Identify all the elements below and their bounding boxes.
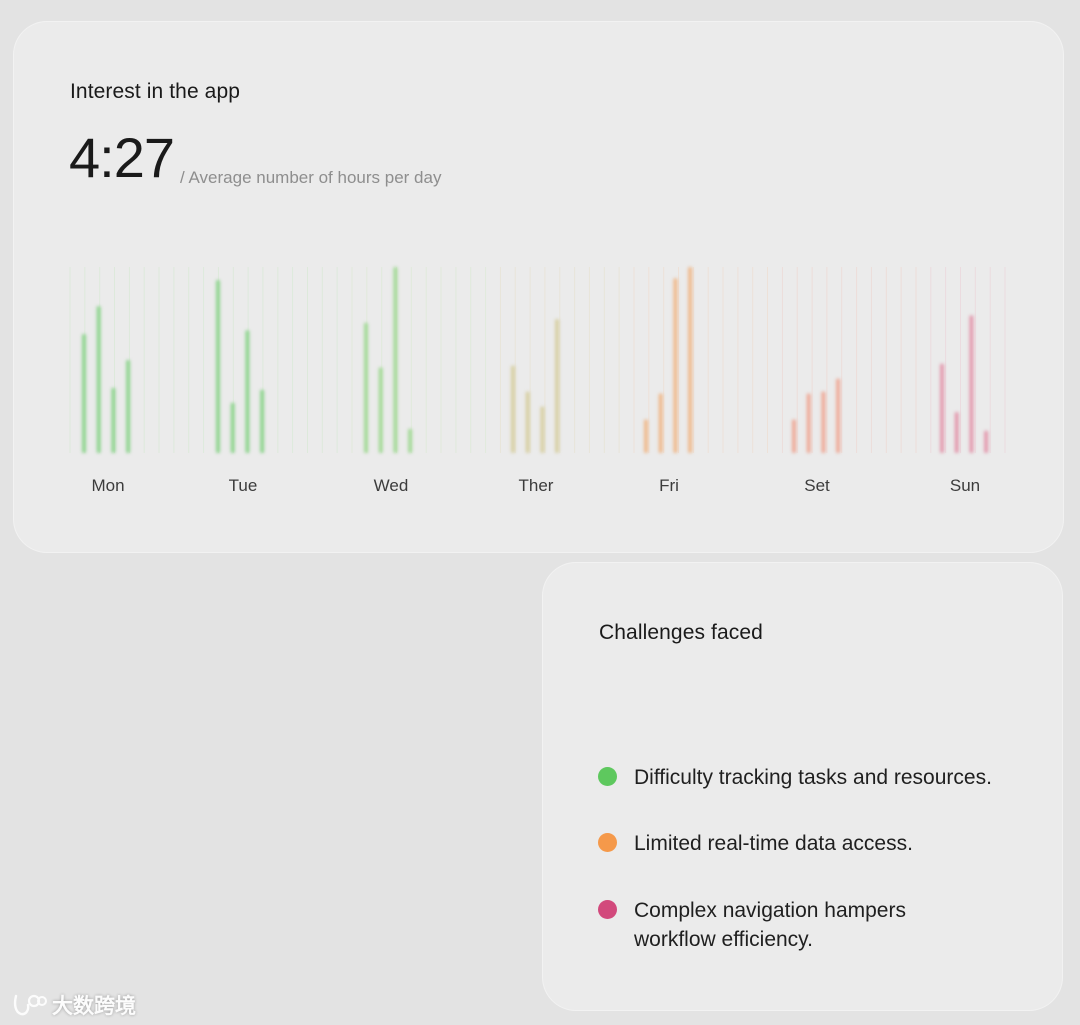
chart-bar-sun-1 [940,363,944,453]
green-dot-icon [598,767,617,786]
pink-dot-icon [598,900,617,919]
chart-bar-tue-1 [216,280,220,453]
chart-bar-tue-3 [245,330,250,453]
chart-bar-set-3 [821,391,826,453]
chart-bar-mon-1 [82,334,86,453]
challenge-label: Difficulty tracking tasks and resources. [634,766,992,789]
chart-bar-ther-3 [540,406,545,453]
average-hours-caption: / Average number of hours per day [180,168,442,187]
challenges-card: Challenges faced Difficulty tracking tas… [542,562,1063,1011]
challenge-item-data-access: Limited real-time data access. [598,829,1028,858]
chart-bar-set-2 [806,393,811,453]
watermark: 大数跨境 [12,990,136,1020]
watermark-logo-icon [13,994,47,1016]
chart-bar-fri-3 [673,278,678,453]
chart-bar-ther-1 [511,365,515,453]
day-label-set: Set [804,476,830,495]
chart-bar-mon-3 [111,387,116,453]
day-label-sun: Sun [950,476,980,495]
chart-bar-wed-2 [378,367,383,453]
chart-bar-mon-2 [96,306,101,453]
day-label-fri: Fri [659,476,679,495]
chart-bar-ther-4 [555,319,560,453]
chart-bar-fri-4 [688,267,693,453]
chart-bar-wed-3 [393,267,398,453]
chart-bar-wed-1 [364,322,368,453]
day-label-mon: Mon [91,476,124,495]
chart-bar-fri-1 [644,419,648,453]
chart-bar-sun-4 [984,430,989,453]
chart-bar-fri-2 [658,393,663,453]
chart-bar-sun-2 [954,412,959,453]
chart-bar-tue-4 [260,389,265,453]
chart-bar-tue-2 [230,402,235,453]
chart-bar-sun-3 [969,315,974,453]
interest-bar-chart: Mon Tue Wed Ther Fri Set Sun [69,267,1006,495]
challenges-title: Challenges faced [599,621,763,644]
interest-title: Interest in the app [70,80,241,103]
average-hours-value: 4:27 [69,126,175,189]
chart-bar-wed-4 [408,428,413,453]
chart-bar-ther-2 [525,391,530,453]
chart-bar-set-1 [792,419,796,453]
chart-bar-set-4 [836,378,841,453]
day-label-tue: Tue [229,476,258,495]
challenge-label: Limited real-time data access. [634,832,913,855]
chart-bar-mon-4 [126,360,131,453]
challenge-item-tracking: Difficulty tracking tasks and resources. [598,763,1028,792]
watermark-text: 大数跨境 [52,995,136,1018]
orange-dot-icon [598,833,617,852]
challenge-item-navigation: Complex navigation hampers workflow effi… [598,896,958,954]
day-label-wed: Wed [374,476,409,495]
challenge-label: Complex navigation hampers workflow effi… [634,899,906,951]
day-label-ther: Ther [519,476,554,495]
interest-card: Interest in the app 4:27 / Average numbe… [13,21,1064,553]
